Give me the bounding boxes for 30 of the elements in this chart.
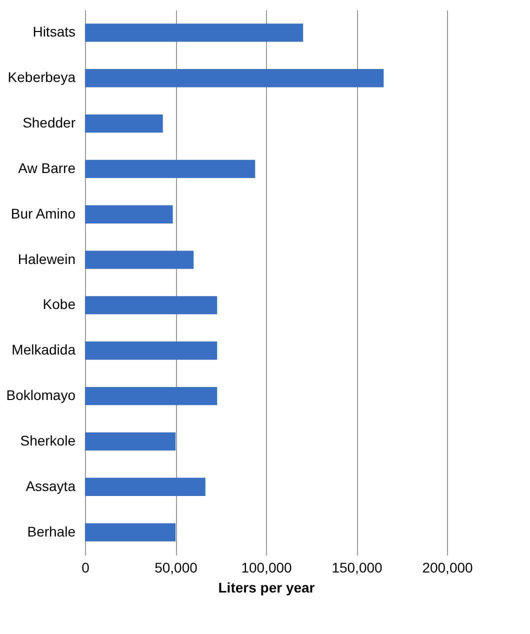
y-tick-label: Assayta: [26, 478, 76, 494]
y-tick-label: Shedder: [22, 114, 76, 131]
bar: [85, 69, 384, 88]
bar: [85, 523, 176, 542]
y-tick-label: Sherkole: [20, 432, 76, 448]
bar: [85, 432, 176, 451]
x-tick-label: 150,000: [332, 560, 383, 576]
y-tick-label: Kobe: [42, 296, 76, 312]
bar: [85, 114, 163, 133]
y-tick-label: Hitsats: [32, 24, 76, 40]
y-tick-label: Halewein: [18, 250, 76, 267]
bar: [85, 478, 206, 496]
y-tick-label: Berhale: [27, 523, 76, 540]
y-tick-label: Boklomayo: [6, 387, 76, 404]
y-tick-label: Bur Amino: [10, 205, 76, 222]
x-tick-label: 100,000: [241, 560, 292, 576]
bar: [85, 250, 194, 269]
x-tick-label: 50,000: [154, 560, 198, 576]
x-tick-label: 200,000: [422, 560, 474, 576]
x-axis-title: Liters per year: [218, 580, 316, 596]
bar: [85, 296, 218, 314]
bar: [85, 160, 256, 178]
bar: [85, 386, 218, 406]
bar: [85, 205, 173, 224]
y-tick-label: Aw Barre: [18, 160, 76, 176]
bar: [85, 342, 218, 360]
y-tick-label: Melkadida: [12, 342, 76, 358]
bar: [85, 24, 304, 42]
y-tick-label: Keberbeya: [8, 69, 76, 86]
x-tick-label: 0: [82, 560, 90, 576]
